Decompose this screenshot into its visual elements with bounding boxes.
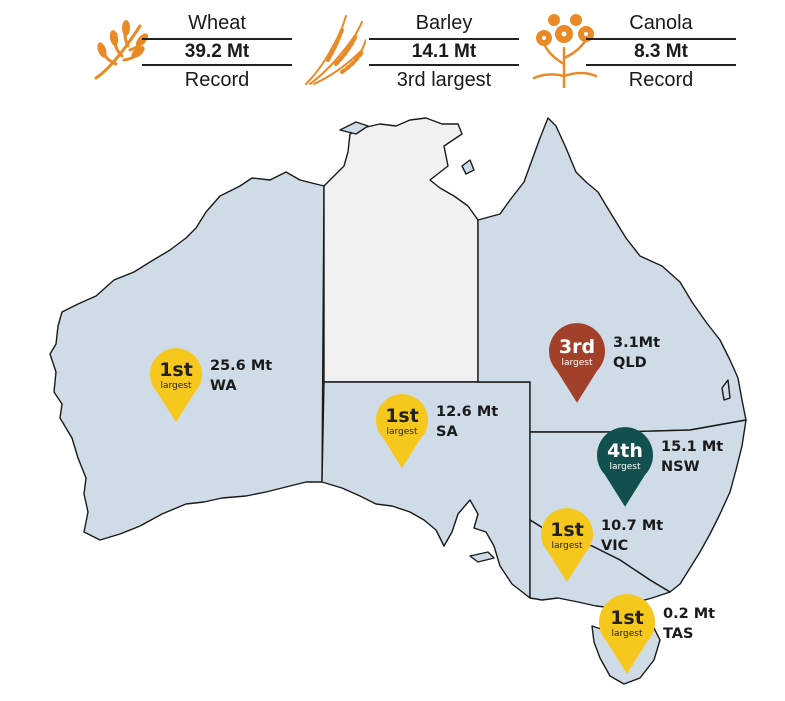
state-value: 0.2 Mt [663,606,715,622]
pin-rank: 1st [610,607,644,629]
pin-rank-sub: largest [551,541,582,551]
crop-name: Wheat [188,12,246,34]
pin-rank: 1st [550,519,584,541]
state-label: QLD [613,355,647,371]
canola-icon [532,14,598,88]
pin-rank: 1st [159,359,193,381]
state-label: TAS [663,626,693,642]
pin-rank-sub: largest [561,358,592,368]
pin-rank-sub: largest [609,462,640,472]
wheat-icon [94,20,148,80]
pin-rank: 1st [385,405,419,427]
map-pin-icon [599,594,656,674]
crop-summary-barley: Barley 14.1 Mt 3rd largest [369,10,519,92]
state-value: 15.1 Mt [661,439,723,455]
state-label: SA [436,424,458,440]
crop-value: 14.1 Mt [369,38,519,66]
state-label: NSW [661,459,700,475]
pin-rank: 3rd [559,336,595,358]
island-groote [461,159,475,175]
pin-rank-sub: largest [160,381,191,391]
map-pin-icon [540,508,593,583]
crop-summary-wheat: Wheat 39.2 Mt Record [142,10,292,92]
region-sa [321,381,531,599]
pin-rank-sub: largest [386,427,417,437]
state-value: 10.7 Mt [601,518,663,534]
state-label: WA [210,378,237,394]
barley-icon [305,15,366,85]
crop-name: Barley [415,12,473,34]
map-pin-icon [596,427,654,507]
crop-summary-canola: Canola 8.3 Mt Record [586,10,736,92]
island-melville [339,121,369,135]
map-pin-icon [549,323,605,403]
crop-note: 3rd largest [396,69,492,91]
map-pin-icon [150,348,203,423]
pin-rank: 4th [607,440,643,462]
island-fraser [721,379,731,401]
crop-value: 8.3 Mt [586,38,736,66]
crop-note: Record [628,69,694,91]
crop-note: Record [184,69,250,91]
map-pin-icon [376,394,429,469]
region-nt [323,117,479,383]
state-label: VIC [601,538,628,554]
state-value: 12.6 Mt [436,404,498,420]
pin-rank-sub: largest [611,629,642,639]
state-value: 3.1Mt [613,335,660,351]
state-value: 25.6 Mt [210,358,272,374]
island-kangaroo [469,551,495,563]
crop-value: 39.2 Mt [142,38,292,66]
crop-name: Canola [629,12,693,34]
